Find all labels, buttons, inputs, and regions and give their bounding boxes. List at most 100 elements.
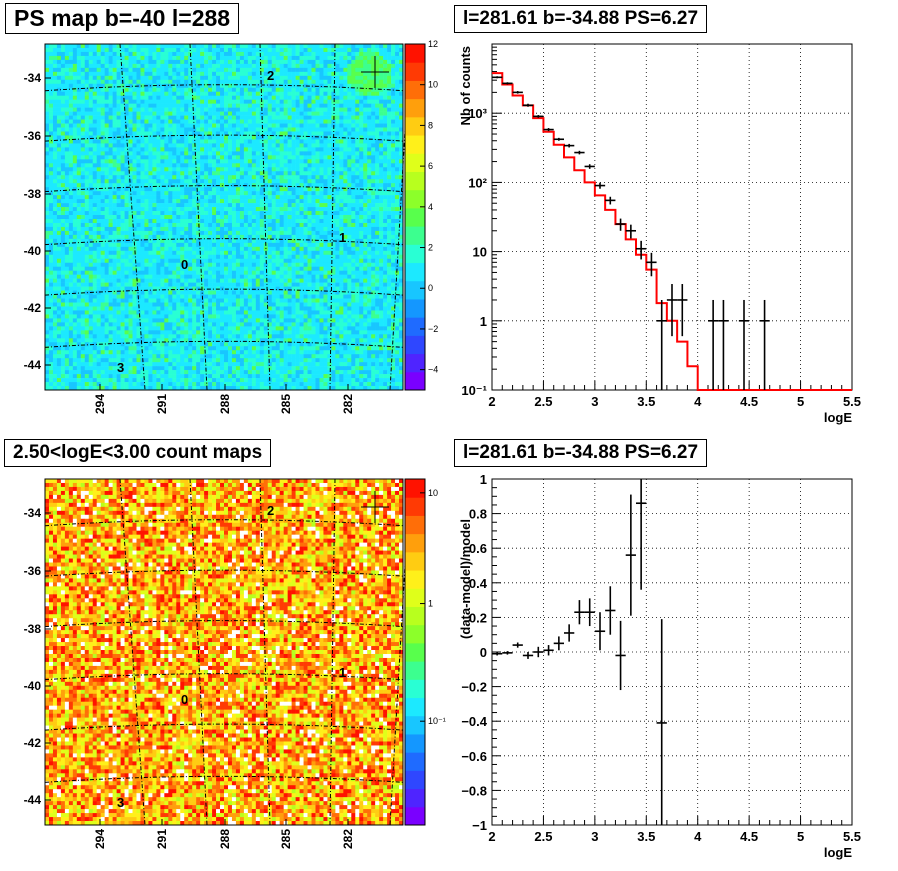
y-tick-label: −0.2 [461,680,487,695]
x-tick-label: 2.5 [534,394,552,409]
x-tick-label: 3 [591,829,598,844]
x-tick-label: 288 [218,394,232,414]
spectrum-frame [491,43,853,391]
y-tick-label: −0.8 [461,783,487,798]
x-tick-label: 285 [279,394,293,414]
residual-title: l=281.61 b=-34.88 PS=6.27 [454,439,708,467]
source-label: 2 [267,68,274,83]
y-tick-label: 1 [480,472,487,487]
y-tick-label: -42 [24,736,42,750]
model-histogram [492,72,852,391]
y-tick-label: -38 [24,622,42,636]
colorbar-tick-label: −2 [428,324,438,334]
x-tick-label: 4 [694,394,702,409]
y-tick-label: 0.8 [469,507,487,522]
spectrum-title: l=281.61 b=-34.88 PS=6.27 [454,5,708,33]
source-label: 3 [117,795,124,810]
spectrum-panel: 2 2.5 3 3.5 4 4.5 5 5.5 10⁻¹ 1 10 10² 10³ logE Nb of c… [458,43,861,425]
colorbar: 10 1 10⁻¹ [404,478,446,826]
colorbar-tick-label: 1 [428,599,433,609]
colorbar-tick-label: 4 [428,202,433,212]
x-tick-label: 3.5 [637,829,655,844]
x-tick-label: 291 [155,394,169,414]
x-tick-label: 2 [488,829,495,844]
colorbar-tick-label: 10 [428,80,438,90]
map-frame [44,478,404,826]
heatmap-cells [45,44,404,391]
colorbar-tick-label: 10⁻¹ [428,716,446,726]
x-tick-label: 4 [694,829,702,844]
y-tick-label: 10 [473,245,487,260]
x-tick-label: 294 [93,394,107,414]
y-axis-label: Nb of counts [458,46,473,125]
x-tick-label: 291 [155,829,169,849]
x-tick-label: 282 [341,394,355,414]
y-tick-label: -38 [24,187,42,201]
source-label: 1 [339,665,346,680]
x-tick-label: 5 [797,829,804,844]
colorbar-tick-label: −4 [428,365,438,375]
y-tick-label: -40 [24,244,42,258]
y-tick-label: -42 [24,301,42,315]
y-tick-label: -40 [24,679,42,693]
source-label: 3 [117,360,124,375]
y-tick-label: −0.6 [461,749,487,764]
map-frame [44,43,404,391]
source-label: 1 [339,230,346,245]
x-tick-label: 3 [591,394,598,409]
residual-points [492,479,667,825]
colorbar-tick-label: 12 [428,39,438,49]
y-tick-label: -36 [24,129,42,143]
count-map-title: 2.50<logE<3.00 count maps [4,439,272,467]
colorbar-tick-label: 2 [428,243,433,253]
x-tick-label: 5 [797,394,804,409]
colorbar-tick-label: 10 [428,488,438,498]
colorbar: 12 10 8 6 4 2 0 −2 −4 [404,39,438,391]
y-tick-label: 10² [468,175,487,190]
source-label: 2 [267,503,274,518]
y-tick-label: -36 [24,564,42,578]
y-tick-label: 1 [480,314,487,329]
x-tick-label: 285 [279,829,293,849]
y-tick-label: -44 [24,793,42,807]
colorbar-tick-label: 8 [428,120,433,130]
y-tick-label: -34 [24,506,42,520]
y-tick-label: -34 [24,71,42,85]
x-tick-label: 282 [341,829,355,849]
colorbar-tick-label: 0 [428,283,433,293]
x-tick-label: 3.5 [637,394,655,409]
colorbar-tick-label: 6 [428,161,433,171]
y-tick-label: 0.2 [469,610,487,625]
ps-map-title: PS map b=-40 l=288 [5,3,240,34]
data-points [492,76,770,390]
y-tick-label: 10³ [468,106,487,121]
spectrum-grid [492,44,852,390]
source-label: 0 [181,257,188,272]
x-tick-label: 294 [93,829,107,849]
y-tick-label: 0 [480,645,487,660]
x-tick-label: 4.5 [740,829,758,844]
x-tick-label: 5.5 [843,394,861,409]
residual-panel: 2 2.5 3 3.5 4 4.5 5 5.5 −1 −0.8 −0.6 −0.4 −0.2 0 0.2 0.… [458,472,861,860]
y-axis-label: (data-model)/model [458,519,473,639]
x-tick-label: 4.5 [740,394,758,409]
x-tick-label: 5.5 [843,829,861,844]
y-tick-label: 10⁻¹ [461,383,487,398]
x-axis-label: logE [824,410,852,425]
x-tick-label: 2.5 [534,829,552,844]
y-tick-label: 0.4 [469,576,488,591]
heatmap-cells [45,479,404,826]
y-tick-label: -44 [24,358,42,372]
y-tick-label: 0.6 [469,541,487,556]
residual-grid [492,479,852,825]
y-tick-label: −1 [472,818,487,833]
x-axis-label: logE [824,845,852,860]
x-tick-label: 2 [488,394,495,409]
x-tick-label: 288 [218,829,232,849]
source-label: 0 [181,692,188,707]
map-grid [44,43,411,391]
y-tick-label: −0.4 [461,714,487,729]
